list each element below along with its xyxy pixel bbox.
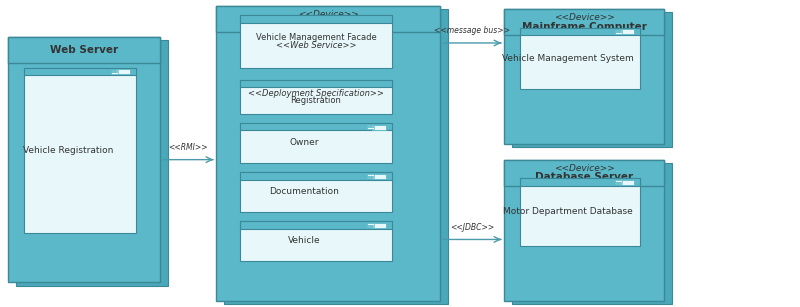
FancyBboxPatch shape: [372, 125, 386, 130]
Text: Vehicle: Vehicle: [288, 236, 320, 246]
FancyBboxPatch shape: [116, 69, 130, 74]
FancyBboxPatch shape: [620, 180, 634, 185]
FancyBboxPatch shape: [520, 28, 640, 89]
FancyBboxPatch shape: [615, 32, 622, 34]
Text: Vehicle Management System: Vehicle Management System: [502, 54, 634, 63]
FancyBboxPatch shape: [240, 15, 392, 23]
FancyBboxPatch shape: [240, 15, 392, 68]
FancyBboxPatch shape: [520, 28, 640, 35]
FancyBboxPatch shape: [504, 9, 664, 144]
FancyBboxPatch shape: [620, 29, 634, 34]
Text: Registration: Registration: [290, 96, 342, 105]
FancyBboxPatch shape: [240, 172, 392, 180]
FancyBboxPatch shape: [8, 37, 160, 63]
Text: <<JDBC>>: <<JDBC>>: [450, 223, 494, 232]
FancyBboxPatch shape: [216, 6, 440, 301]
FancyBboxPatch shape: [615, 183, 622, 184]
FancyBboxPatch shape: [615, 30, 622, 31]
FancyBboxPatch shape: [240, 221, 392, 229]
FancyBboxPatch shape: [24, 68, 136, 75]
FancyBboxPatch shape: [240, 123, 392, 130]
FancyBboxPatch shape: [224, 9, 448, 304]
FancyBboxPatch shape: [372, 174, 386, 179]
Text: Documentation: Documentation: [269, 187, 339, 196]
Text: Vehicle Management Facade: Vehicle Management Facade: [256, 33, 376, 42]
FancyBboxPatch shape: [240, 80, 392, 87]
FancyBboxPatch shape: [367, 127, 374, 129]
Text: <<Web Service>>: <<Web Service>>: [276, 41, 356, 50]
FancyBboxPatch shape: [240, 172, 392, 212]
Text: Owner: Owner: [290, 138, 318, 147]
Text: Database Server: Database Server: [535, 172, 633, 182]
Text: Mainframe Computer: Mainframe Computer: [522, 22, 646, 32]
FancyBboxPatch shape: [111, 72, 118, 74]
FancyBboxPatch shape: [504, 160, 664, 186]
Text: <<Device>>: <<Device>>: [554, 164, 614, 173]
Text: Application Server: Application Server: [274, 19, 382, 29]
FancyBboxPatch shape: [240, 123, 392, 163]
FancyBboxPatch shape: [240, 80, 392, 114]
FancyBboxPatch shape: [111, 70, 118, 71]
Text: Web Server: Web Server: [50, 45, 118, 55]
FancyBboxPatch shape: [367, 223, 374, 225]
FancyBboxPatch shape: [520, 178, 640, 186]
Text: <<RMI>>: <<RMI>>: [168, 143, 208, 152]
FancyBboxPatch shape: [512, 163, 672, 304]
FancyBboxPatch shape: [372, 223, 386, 228]
FancyBboxPatch shape: [16, 40, 168, 286]
FancyBboxPatch shape: [8, 37, 160, 282]
FancyBboxPatch shape: [240, 221, 392, 261]
FancyBboxPatch shape: [512, 12, 672, 147]
Text: Motor Department Database: Motor Department Database: [503, 207, 633, 216]
FancyBboxPatch shape: [504, 160, 664, 301]
Text: <<Deployment Specification>>: <<Deployment Specification>>: [248, 88, 384, 98]
Text: Vehicle Registration: Vehicle Registration: [23, 146, 113, 155]
FancyBboxPatch shape: [24, 68, 136, 233]
Text: <<Device>>: <<Device>>: [298, 10, 358, 19]
FancyBboxPatch shape: [216, 6, 440, 32]
FancyBboxPatch shape: [520, 178, 640, 246]
FancyBboxPatch shape: [367, 226, 374, 227]
FancyBboxPatch shape: [367, 177, 374, 178]
FancyBboxPatch shape: [367, 174, 374, 176]
FancyBboxPatch shape: [615, 180, 622, 182]
Text: <<Device>>: <<Device>>: [554, 13, 614, 22]
FancyBboxPatch shape: [367, 125, 374, 126]
Text: <<message bus>>: <<message bus>>: [434, 26, 510, 35]
FancyBboxPatch shape: [504, 9, 664, 35]
